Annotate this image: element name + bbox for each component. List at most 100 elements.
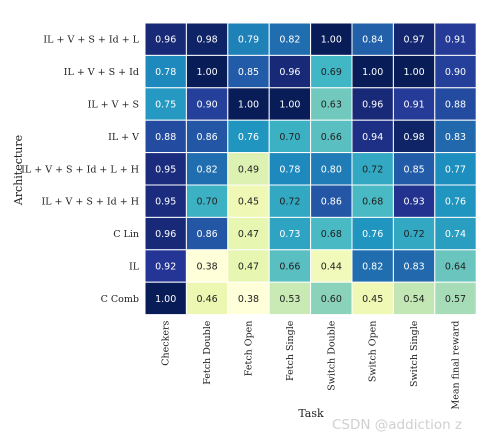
cell-value-label: 0.38 (197, 262, 218, 273)
column-tick-label: Switch Double (326, 320, 337, 391)
heatmap-cell (227, 87, 270, 121)
column-tick-label: Fetch Double (202, 320, 213, 385)
column-tick-label: Mean final reward (451, 321, 462, 410)
row-tick-label: C Lin (113, 229, 139, 240)
heatmap-cell (310, 87, 353, 121)
cell-value-label: 0.84 (362, 35, 383, 46)
heatmap-cell (434, 54, 477, 89)
row-tick-label: IL (129, 262, 140, 273)
column-tick-label: Switch Single (409, 320, 420, 387)
heatmap-cell (310, 249, 353, 283)
cell-value-label: 0.96 (279, 67, 300, 78)
cell-value-label: 0.85 (238, 67, 259, 78)
cell-value-label: 0.72 (279, 197, 300, 208)
cell-value-label: 0.77 (445, 164, 466, 175)
cell-value-label: 0.74 (445, 229, 466, 240)
row-tick-label: IL + V + S + Id + H (41, 197, 139, 208)
cell-value-label: 0.63 (321, 100, 342, 111)
cell-value-label: 0.88 (155, 132, 176, 143)
cell-value-label: 1.00 (404, 67, 425, 78)
cell-value-label: 0.66 (321, 132, 342, 143)
cell-value-label: 0.60 (321, 294, 342, 305)
heatmap-cell (310, 152, 353, 186)
cell-value-label: 0.95 (155, 197, 176, 208)
heatmap-cell (310, 119, 353, 154)
column-labels: Checkers Fetch Double Fetch Open Fetch Sing… (161, 320, 462, 409)
row-tick-label: IL + V + S + Id (64, 67, 139, 78)
heatmap-cells: 0.96 0.98 0.79 0.82 1.00 0.84 0.97 0.91 0.78 1.00… (144, 22, 477, 316)
cell-value-label: 0.80 (321, 164, 342, 175)
cell-value-label: 0.44 (321, 262, 342, 273)
cell-value-label: 0.54 (404, 294, 425, 305)
row-tick-label: IL + V + S + Id + L (43, 35, 139, 46)
heatmap-cell (392, 216, 436, 251)
cell-value-label: 0.98 (197, 35, 218, 46)
column-tick-label: Fetch Single (285, 320, 296, 381)
cell-value-label: 0.98 (404, 132, 425, 143)
heatmap-cell (351, 87, 394, 121)
cell-value-label: 0.78 (155, 67, 176, 78)
cell-value-label: 1.00 (155, 294, 176, 305)
cell-value-label: 0.86 (197, 132, 218, 143)
column-tick-label: Fetch Open (244, 321, 255, 377)
cell-value-label: 0.47 (238, 229, 259, 240)
cell-value-label: 0.91 (445, 35, 466, 46)
cell-value-label: 0.70 (279, 132, 300, 143)
cell-value-label: 1.00 (362, 67, 383, 78)
heatmap-cell (434, 87, 477, 121)
x-axis-label: Task (298, 407, 324, 420)
cell-value-label: 0.93 (404, 197, 425, 208)
cell-value-label: 0.49 (238, 164, 259, 175)
heatmap-cell (185, 216, 229, 251)
cell-value-label: 0.91 (404, 100, 425, 111)
cell-value-label: 0.73 (279, 229, 300, 240)
heatmap-cell (351, 216, 394, 251)
heatmap-cell (351, 22, 394, 56)
heatmap-cell (392, 87, 436, 121)
cell-value-label: 0.83 (404, 262, 425, 273)
cell-value-label: 0.85 (404, 164, 425, 175)
heatmap-cell (310, 281, 353, 316)
cell-value-label: 0.96 (155, 35, 176, 46)
cell-value-label: 0.92 (155, 262, 176, 273)
cell-value-label: 0.88 (445, 100, 466, 111)
cell-value-label: 0.68 (362, 197, 383, 208)
heatmap-cell (268, 119, 312, 154)
row-tick-label: IL + V + S + Id + L + H (21, 164, 139, 175)
heatmap-cell (227, 119, 270, 154)
cell-value-label: 0.95 (155, 164, 176, 175)
heatmap-cell (351, 184, 394, 218)
heatmap-cell (185, 54, 229, 89)
heatmap-cell (434, 281, 477, 316)
column-tick-label: Checkers (161, 320, 172, 365)
cell-value-label: 0.45 (362, 294, 383, 305)
cell-value-label: 0.76 (238, 132, 259, 143)
cell-value-label: 0.90 (445, 67, 466, 78)
heatmap-cell (434, 249, 477, 283)
heatmap-cell (268, 87, 312, 121)
heatmap-cell (185, 87, 229, 121)
row-tick-label: IL + V (108, 132, 139, 143)
heatmap-cell (392, 119, 436, 154)
cell-value-label: 0.76 (445, 197, 466, 208)
heatmap-cell (434, 216, 477, 251)
cell-value-label: 0.86 (197, 229, 218, 240)
row-tick-label: C Comb (101, 294, 139, 305)
heatmap-cell (227, 281, 270, 316)
cell-value-label: 1.00 (238, 100, 259, 111)
watermark: CSDN @addiction z (332, 417, 463, 433)
cell-value-label: 0.82 (279, 35, 300, 46)
cell-value-label: 0.79 (238, 35, 259, 46)
heatmap-cell (227, 249, 270, 283)
cell-value-label: 0.66 (279, 262, 300, 273)
cell-value-label: 0.97 (404, 35, 425, 46)
cell-value-label: 0.47 (238, 262, 259, 273)
heatmap-cell (185, 281, 229, 316)
cell-value-label: 0.75 (155, 100, 176, 111)
heatmap-cell (351, 281, 394, 316)
heatmap-cell (227, 216, 270, 251)
cell-value-label: 0.72 (362, 164, 383, 175)
heatmap-cell (144, 22, 187, 56)
heatmap-cell (434, 184, 477, 218)
cell-value-label: 0.96 (155, 229, 176, 240)
